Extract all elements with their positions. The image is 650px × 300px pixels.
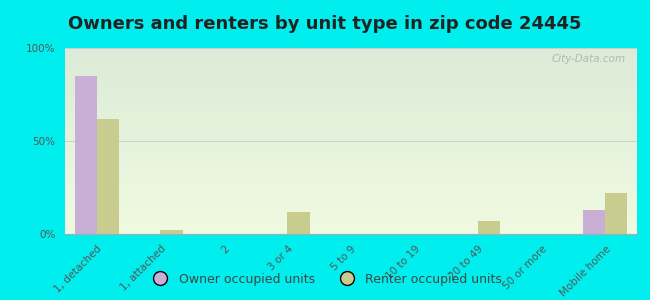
Bar bbox=[75, 76, 97, 234]
Bar bbox=[161, 230, 183, 234]
Legend: Owner occupied units, Renter occupied units: Owner occupied units, Renter occupied un… bbox=[143, 268, 507, 291]
Text: City-Data.com: City-Data.com bbox=[551, 54, 625, 64]
Bar bbox=[478, 221, 500, 234]
Text: Owners and renters by unit type in zip code 24445: Owners and renters by unit type in zip c… bbox=[68, 15, 582, 33]
Bar bbox=[605, 193, 627, 234]
Bar bbox=[97, 119, 119, 234]
Bar bbox=[287, 212, 309, 234]
Bar bbox=[583, 210, 605, 234]
